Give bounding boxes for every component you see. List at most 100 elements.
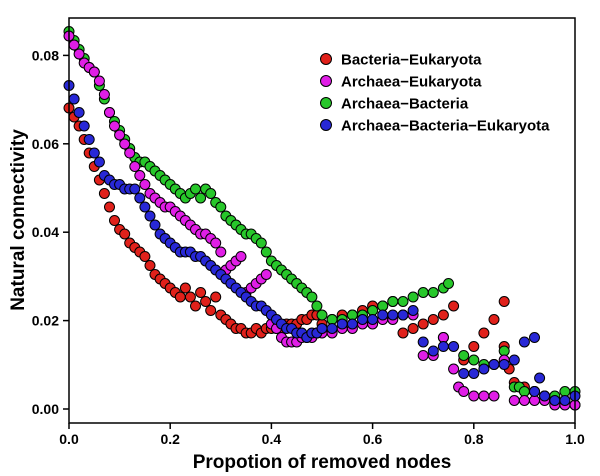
data-point-s2-66 (468, 354, 480, 366)
data-point-s3-3 (78, 120, 90, 132)
x-tick-label-2: 0.4 (262, 431, 282, 447)
data-point-s3-52 (336, 318, 348, 330)
data-point-s1-68 (488, 390, 500, 402)
points-layer (63, 26, 581, 411)
data-point-s1-7 (98, 89, 110, 100)
x-tick-label-4: 0.8 (464, 431, 484, 447)
data-point-s3-57 (387, 309, 399, 321)
data-point-s3-66 (478, 363, 490, 375)
data-point-s3-16 (144, 210, 156, 222)
data-point-s3-67 (488, 359, 500, 370)
data-point-s2-57 (387, 296, 399, 307)
data-point-s2-58 (397, 296, 409, 307)
data-point-s2-61 (427, 287, 439, 298)
data-point-s3-14 (134, 192, 146, 204)
data-point-s3-62 (437, 341, 449, 352)
data-point-s0-59 (407, 323, 419, 334)
data-point-s1-12 (124, 147, 136, 159)
data-point-s3-63 (448, 341, 460, 352)
plot-frame (68, 17, 576, 424)
data-point-s2-59 (407, 291, 419, 303)
data-point-s3-70 (518, 336, 530, 348)
data-point-s1-10 (114, 129, 126, 141)
data-point-s3-60 (417, 336, 429, 348)
data-point-s1-34 (235, 251, 247, 262)
y-tick-label-0: 0.00 (32, 401, 59, 417)
legend-marker-2 (320, 97, 332, 109)
data-point-s3-61 (427, 345, 439, 357)
data-point-s3-76 (559, 395, 571, 406)
data-point-s3-4 (83, 134, 95, 145)
data-point-s1-65 (458, 386, 470, 397)
data-point-s1-6 (93, 75, 105, 87)
data-point-s0-16 (144, 260, 156, 271)
data-point-s1-66 (468, 390, 480, 402)
data-point-s1-1 (68, 39, 80, 51)
data-point-s1-8 (104, 107, 115, 118)
data-point-s2-39 (260, 246, 272, 258)
x-tick-label-5: 1.0 (565, 431, 585, 447)
y-tick-label-4: 0.08 (32, 47, 59, 63)
data-point-s1-15 (139, 179, 151, 190)
data-point-s1-29 (210, 237, 222, 249)
y-tick-label-1: 0.02 (32, 313, 59, 329)
data-point-s3-68 (498, 359, 510, 370)
y-axis-title: Natural connectivity (8, 129, 29, 311)
data-point-s3-56 (377, 309, 389, 321)
y-tick-label-2: 0.04 (32, 224, 59, 240)
data-point-s2-26 (195, 192, 207, 204)
data-point-s3-69 (508, 354, 520, 366)
data-point-s3-51 (326, 323, 338, 334)
data-point-s3-59 (407, 305, 419, 316)
data-point-s2-63 (443, 278, 454, 289)
data-point-s0-29 (210, 291, 222, 303)
data-point-s2-30 (215, 201, 227, 213)
data-point-s0-68 (498, 296, 510, 307)
y-tick-label-3: 0.06 (32, 136, 59, 152)
data-point-s0-26 (195, 287, 207, 298)
data-point-s0-67 (488, 314, 500, 325)
data-point-s0-63 (448, 300, 460, 312)
data-point-s2-25 (190, 183, 201, 195)
data-point-s2-60 (417, 287, 429, 298)
data-point-s0-11 (119, 228, 131, 240)
data-point-s2-50 (316, 309, 328, 321)
x-tick-label-3: 0.6 (363, 431, 383, 447)
data-point-s1-70 (508, 395, 520, 406)
legend-label-1: Archaea−Eukaryota (341, 74, 482, 91)
data-point-s3-55 (367, 314, 379, 325)
data-point-s3-65 (468, 368, 480, 379)
axes: 0.0 0.2 0.4 0.6 0.8 1.0 0.00 0.02 0.04 0… (8, 17, 585, 473)
legend-label-2: Archaea−Bacteria (341, 96, 469, 113)
data-point-s2-49 (311, 300, 323, 312)
data-point-s0-27 (200, 296, 212, 307)
data-point-s0-9 (109, 215, 120, 226)
legend-marker-3 (320, 119, 332, 131)
data-point-s1-11 (119, 138, 131, 150)
x-axis-title: Propotion of removed nodes (193, 452, 452, 473)
data-point-s1-67 (478, 390, 490, 402)
data-point-s0-60 (417, 318, 429, 330)
data-point-s3-50 (316, 323, 328, 334)
data-point-s0-15 (139, 251, 151, 262)
data-point-s3-64 (458, 368, 470, 379)
data-point-s1-39 (260, 269, 272, 280)
data-point-s0-22 (174, 291, 186, 303)
data-point-s0-65 (468, 341, 480, 352)
data-point-s3-5 (88, 147, 100, 159)
data-point-s3-53 (346, 318, 358, 330)
data-point-s3-17 (149, 219, 161, 231)
data-point-s3-71 (529, 332, 540, 343)
data-point-s3-2 (73, 107, 85, 118)
legend-label-3: Archaea−Bacteria−Eukaryota (341, 118, 550, 135)
data-point-s1-14 (134, 170, 146, 181)
data-point-s3-6 (93, 156, 105, 168)
data-point-s2-65 (458, 350, 470, 361)
legend: Bacteria−Eukaryota Archaea−Eukaryota Arc… (320, 52, 550, 135)
data-point-s0-61 (427, 314, 439, 325)
data-point-s3-54 (357, 314, 368, 325)
data-point-s1-30 (215, 246, 227, 258)
data-point-s0-24 (184, 291, 196, 303)
data-point-s1-71 (518, 395, 530, 406)
legend-marker-0 (320, 53, 332, 65)
